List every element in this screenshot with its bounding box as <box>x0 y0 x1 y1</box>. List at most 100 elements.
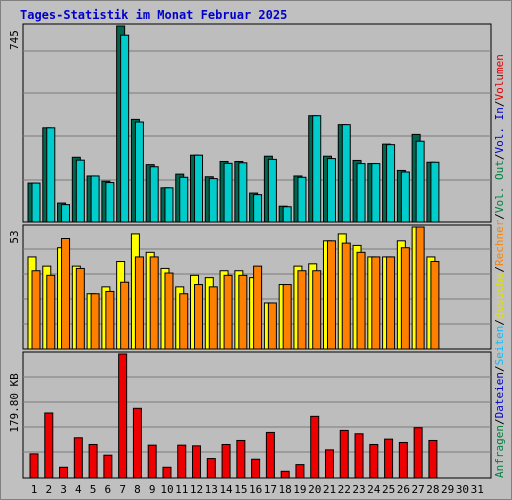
panel-3-frame <box>22 351 492 479</box>
bar-rechner-19 <box>297 270 307 350</box>
bar-rechner-day-18 <box>282 284 292 350</box>
bar-seiten-2 <box>46 127 56 223</box>
bar-seiten-day-20 <box>312 115 322 223</box>
bar-seiten-day-12 <box>194 154 204 223</box>
bar-volumen-day-28 <box>428 439 438 479</box>
legend-item-7: / <box>493 266 506 273</box>
bar-rechner-day-6 <box>105 290 115 350</box>
bar-rechner-16 <box>253 265 263 350</box>
bar-volumen-25 <box>384 438 394 479</box>
legend-item-10: Vol. Out <box>493 160 506 213</box>
bar-seiten-day-9 <box>149 166 159 223</box>
bar-volumen-day-22 <box>339 429 349 479</box>
bar-rechner-23 <box>356 251 366 350</box>
x-tick-2: 2 <box>45 483 52 496</box>
bar-volumen-day-14 <box>221 443 231 479</box>
x-tick-6: 6 <box>105 483 112 496</box>
bar-seiten-day-22 <box>341 124 351 223</box>
x-tick-17: 17 <box>264 483 277 496</box>
bar-rechner-11 <box>179 293 189 350</box>
legend-item-6: Besuche <box>493 273 506 319</box>
bar-rechner-17 <box>267 302 277 350</box>
bar-rechner-21 <box>326 240 336 350</box>
legend: Anfragen/Dateien/Seiten/Besuche/Rechner/… <box>493 54 506 478</box>
bar-rechner-12 <box>194 284 204 350</box>
bar-rechner-9 <box>149 256 159 350</box>
legend-item-4: Seiten <box>493 326 506 366</box>
bar-seiten-15 <box>238 162 248 223</box>
bar-seiten-11 <box>179 176 189 223</box>
x-tick-27: 27 <box>412 483 425 496</box>
bar-volumen-20 <box>310 415 320 479</box>
x-tick-12: 12 <box>190 483 203 496</box>
bar-rechner-day-22 <box>341 242 351 350</box>
bar-rechner-day-10 <box>164 272 174 350</box>
bar-seiten-4 <box>75 159 85 223</box>
bar-seiten-5 <box>90 175 100 223</box>
bar-volumen-9 <box>147 444 157 479</box>
bar-rechner-day-27 <box>415 226 425 350</box>
bar-volumen-19 <box>295 464 305 479</box>
bar-volumen-day-17 <box>265 431 275 479</box>
bar-seiten-day-7 <box>120 34 130 223</box>
bar-seiten-16 <box>253 194 263 223</box>
bar-rechner-day-12 <box>194 284 204 350</box>
bar-rechner-3 <box>61 238 71 350</box>
bar-rechner-7 <box>120 281 130 350</box>
bar-rechner-10 <box>164 272 174 350</box>
bar-seiten-3 <box>61 204 71 223</box>
bar-seiten-10 <box>164 187 174 223</box>
bar-volumen-6 <box>103 454 113 479</box>
bar-volumen-day-6 <box>103 454 113 479</box>
x-tick-3: 3 <box>60 483 67 496</box>
bar-rechner-day-25 <box>386 256 396 350</box>
bar-rechner-day-4 <box>75 267 85 350</box>
bar-volumen-day-19 <box>295 464 305 479</box>
x-tick-20: 20 <box>308 483 321 496</box>
bar-volumen-24 <box>369 443 379 479</box>
legend-item-3: / <box>493 365 506 372</box>
bar-rechner-day-2 <box>46 274 56 350</box>
x-tick-22: 22 <box>338 483 351 496</box>
bar-volumen-3 <box>59 466 69 479</box>
bar-volumen-12 <box>192 445 202 479</box>
bar-seiten-day-17 <box>267 158 277 223</box>
bar-rechner-20 <box>312 270 322 350</box>
bar-seiten-day-27 <box>415 140 425 223</box>
bar-seiten-day-8 <box>134 121 144 223</box>
bar-rechner-22 <box>341 242 351 350</box>
bar-volumen-day-8 <box>132 407 142 479</box>
bar-volumen-2 <box>44 412 54 479</box>
bar-rechner-15 <box>238 274 248 350</box>
bar-volumen-5 <box>88 443 98 479</box>
bar-volumen-4 <box>73 437 83 479</box>
bar-volumen-day-12 <box>192 445 202 479</box>
bar-volumen-15 <box>236 439 246 479</box>
bar-seiten-day-14 <box>223 162 233 223</box>
legend-item-1: / <box>493 418 506 425</box>
bar-rechner-day-16 <box>253 265 263 350</box>
bar-rechner-day-1 <box>31 270 41 350</box>
bar-volumen-17 <box>265 431 275 479</box>
bar-volumen-day-1 <box>29 453 39 479</box>
bar-volumen-21 <box>324 449 334 479</box>
bar-seiten-27 <box>415 140 425 223</box>
x-tick-8: 8 <box>134 483 141 496</box>
bar-seiten-17 <box>267 158 277 223</box>
bar-volumen-day-24 <box>369 443 379 479</box>
bar-seiten-6 <box>105 182 115 223</box>
bar-seiten-25 <box>386 144 396 223</box>
bar-volumen-day-13 <box>206 458 216 479</box>
bar-rechner-13 <box>208 286 218 350</box>
bar-rechner-day-19 <box>297 270 307 350</box>
x-tick-31: 31 <box>471 483 484 496</box>
bar-rechner-day-17 <box>267 302 277 350</box>
bar-seiten-day-6 <box>105 182 115 223</box>
bar-seiten-21 <box>326 158 336 223</box>
bar-volumen-day-23 <box>354 433 364 479</box>
bar-seiten-24 <box>371 163 381 223</box>
legend-item-12: Vol. In <box>493 107 506 153</box>
bar-seiten-day-11 <box>179 176 189 223</box>
x-tick-28: 28 <box>426 483 439 496</box>
bar-rechner-day-13 <box>208 286 218 350</box>
